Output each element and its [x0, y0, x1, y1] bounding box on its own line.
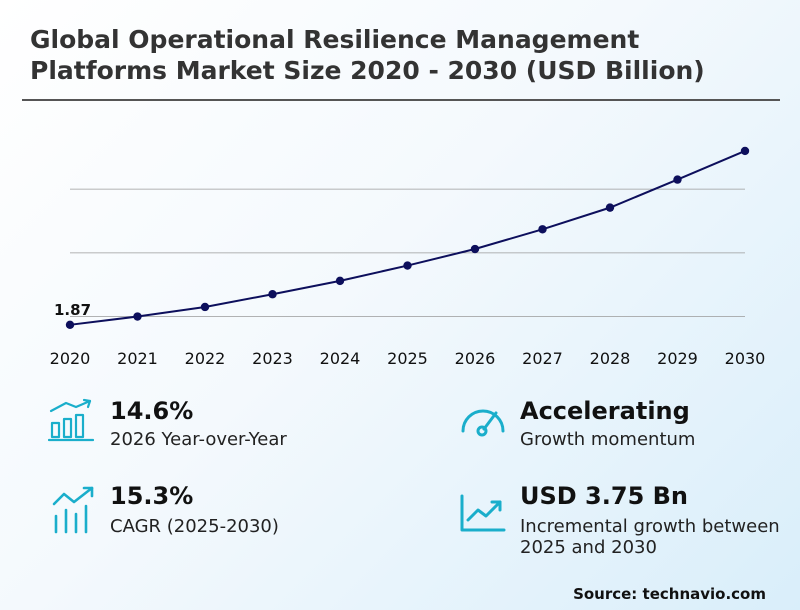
- x-tick-label: 2023: [252, 349, 293, 368]
- data-point: [65, 320, 75, 330]
- x-tick-label: 2027: [522, 349, 563, 368]
- data-point: [538, 225, 547, 234]
- kpi-value: 15.3%: [110, 482, 194, 510]
- data-point: [335, 276, 345, 286]
- kpi-value: 14.6%: [110, 397, 194, 425]
- kpi-label: Incremental growth between 2025 and 2030: [520, 516, 780, 558]
- x-tick-label: 2029: [657, 349, 698, 368]
- trend-bars-icon: [52, 486, 94, 534]
- data-point: [133, 312, 142, 321]
- source-credit: Source: technavio.com: [573, 585, 766, 603]
- data-label-2020: 1.87: [54, 301, 91, 319]
- x-tick-label: 2020: [50, 349, 91, 368]
- kpi-value: Accelerating: [520, 397, 690, 425]
- data-point: [605, 203, 615, 212]
- series-line: [69, 150, 746, 326]
- line-chart-up-icon: [460, 494, 506, 532]
- title-divider: [22, 99, 780, 101]
- bar-chart-growth-icon: [48, 398, 94, 442]
- kpi-label: 2026 Year-over-Year: [110, 429, 287, 450]
- x-tick-label: 2025: [387, 349, 428, 368]
- chart-title: Global Operational Resilience Management…: [30, 25, 705, 85]
- data-point: [268, 290, 277, 299]
- x-tick-label: 2021: [117, 349, 158, 368]
- x-tick-label: 2030: [725, 349, 766, 368]
- data-point: [200, 302, 210, 312]
- x-tick-label: 2028: [590, 349, 631, 368]
- data-point: [740, 146, 750, 156]
- data-point: [673, 175, 682, 184]
- speedometer-icon: [461, 409, 505, 437]
- x-tick-label: 2024: [320, 349, 361, 368]
- x-axis-ticks: 2020 2021 2022 2023 2024 2025 2026 2027 2028 2029…: [50, 349, 766, 368]
- line-chart: 2020 2021 2022 2023 2024 2025 2026 2027 2028 2029…: [50, 146, 766, 368]
- gridlines: [70, 188, 745, 317]
- data-point: [403, 261, 412, 270]
- kpi-label: CAGR (2025-2030): [110, 516, 279, 537]
- kpi-label: Growth momentum: [520, 429, 696, 450]
- x-tick-label: 2022: [185, 349, 226, 368]
- data-points: [65, 146, 750, 330]
- data-point: [470, 244, 480, 254]
- kpi-value: USD 3.75 Bn: [520, 482, 688, 510]
- x-tick-label: 2026: [455, 349, 496, 368]
